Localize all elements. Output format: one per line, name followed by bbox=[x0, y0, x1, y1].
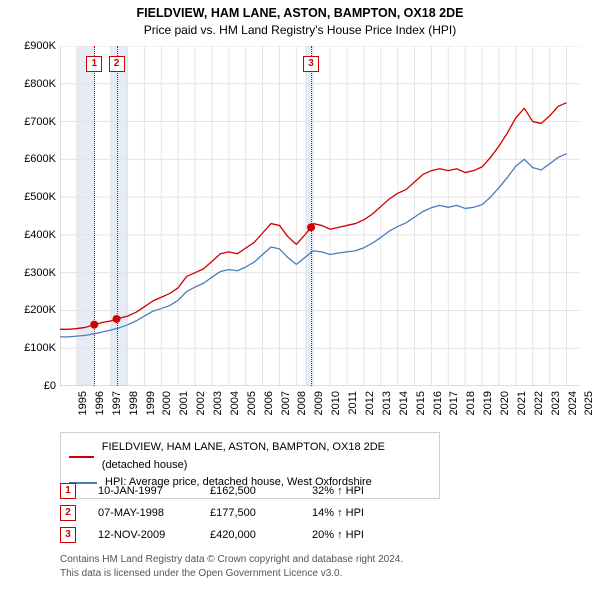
table-row: 2 07-MAY-1998 £177,500 14% ↑ HPI bbox=[60, 502, 402, 524]
marker-pct-2: 14% ↑ HPI bbox=[312, 507, 402, 519]
plot-svg bbox=[60, 46, 580, 386]
marker-badge-3: 3 bbox=[303, 56, 319, 72]
marker-guideline bbox=[94, 46, 95, 386]
marker-price-1: £162,500 bbox=[210, 485, 290, 497]
legend-label-1: FIELDVIEW, HAM LANE, ASTON, BAMPTON, OX1… bbox=[102, 439, 431, 474]
marker-badge-1: 1 bbox=[60, 483, 76, 499]
marker-date-1: 10-JAN-1997 bbox=[98, 485, 188, 497]
x-axis-label: 2010 bbox=[330, 391, 342, 415]
plot-area: 123£0£100K£200K£300K£400K£500K£600K£700K… bbox=[60, 46, 580, 386]
x-axis-label: 2014 bbox=[398, 391, 410, 415]
y-axis-label: £400K bbox=[24, 229, 56, 241]
y-axis-label: £800K bbox=[24, 78, 56, 90]
y-axis-label: £600K bbox=[24, 153, 56, 165]
x-axis-label: 2023 bbox=[550, 391, 562, 415]
x-axis-label: 2024 bbox=[567, 391, 579, 415]
x-axis-label: 2009 bbox=[314, 391, 326, 415]
y-axis-label: £0 bbox=[44, 380, 56, 392]
x-axis-label: 2021 bbox=[516, 391, 528, 415]
x-axis-label: 2018 bbox=[466, 391, 478, 415]
chart-container: FIELDVIEW, HAM LANE, ASTON, BAMPTON, OX1… bbox=[0, 0, 600, 590]
y-axis-label: £500K bbox=[24, 191, 56, 203]
x-axis-label: 2025 bbox=[584, 391, 596, 415]
x-axis-label: 2004 bbox=[229, 391, 241, 415]
marker-date-3: 12-NOV-2009 bbox=[98, 529, 188, 541]
x-axis-label: 2002 bbox=[195, 391, 207, 415]
chart-title-2: Price paid vs. HM Land Registry's House … bbox=[0, 23, 600, 37]
table-row: 1 10-JAN-1997 £162,500 32% ↑ HPI bbox=[60, 480, 402, 502]
legend-row-1: FIELDVIEW, HAM LANE, ASTON, BAMPTON, OX1… bbox=[69, 439, 431, 474]
chart-titles: FIELDVIEW, HAM LANE, ASTON, BAMPTON, OX1… bbox=[0, 0, 600, 37]
marker-guideline bbox=[117, 46, 118, 386]
footer-line-2: This data is licensed under the Open Gov… bbox=[60, 567, 403, 581]
marker-pct-3: 20% ↑ HPI bbox=[312, 529, 402, 541]
x-axis-label: 2013 bbox=[381, 391, 393, 415]
marker-badge-2: 2 bbox=[60, 505, 76, 521]
marker-badge-1: 1 bbox=[86, 56, 102, 72]
chart-title-1: FIELDVIEW, HAM LANE, ASTON, BAMPTON, OX1… bbox=[0, 6, 600, 20]
table-row: 3 12-NOV-2009 £420,000 20% ↑ HPI bbox=[60, 524, 402, 546]
x-axis-label: 1999 bbox=[145, 391, 157, 415]
marker-date-2: 07-MAY-1998 bbox=[98, 507, 188, 519]
marker-table: 1 10-JAN-1997 £162,500 32% ↑ HPI 2 07-MA… bbox=[60, 480, 402, 546]
x-axis-label: 1996 bbox=[94, 391, 106, 415]
marker-badge-2: 2 bbox=[109, 56, 125, 72]
y-axis-label: £200K bbox=[24, 304, 56, 316]
x-axis-label: 2016 bbox=[432, 391, 444, 415]
y-axis-label: £700K bbox=[24, 116, 56, 128]
x-axis-label: 2022 bbox=[533, 391, 545, 415]
marker-price-2: £177,500 bbox=[210, 507, 290, 519]
x-axis-label: 2000 bbox=[162, 391, 174, 415]
marker-price-3: £420,000 bbox=[210, 529, 290, 541]
x-axis-label: 2017 bbox=[449, 391, 461, 415]
x-axis-label: 2007 bbox=[280, 391, 292, 415]
legend-swatch-1 bbox=[69, 456, 94, 458]
footer-line-1: Contains HM Land Registry data © Crown c… bbox=[60, 553, 403, 567]
x-axis-label: 2005 bbox=[246, 391, 258, 415]
x-axis-label: 1995 bbox=[77, 391, 89, 415]
marker-badge-3: 3 bbox=[60, 527, 76, 543]
x-axis-label: 2011 bbox=[347, 391, 359, 415]
x-axis-label: 1998 bbox=[128, 391, 140, 415]
x-axis-label: 2003 bbox=[212, 391, 224, 415]
x-axis-label: 2006 bbox=[263, 391, 275, 415]
footer-text: Contains HM Land Registry data © Crown c… bbox=[60, 553, 403, 580]
y-axis-label: £300K bbox=[24, 267, 56, 279]
x-axis-label: 2015 bbox=[415, 391, 427, 415]
marker-pct-1: 32% ↑ HPI bbox=[312, 485, 402, 497]
y-axis-label: £100K bbox=[24, 342, 56, 354]
marker-guideline bbox=[311, 46, 312, 386]
y-axis-label: £900K bbox=[24, 40, 56, 52]
x-axis-label: 2019 bbox=[482, 391, 494, 415]
x-axis-label: 2008 bbox=[297, 391, 309, 415]
x-axis-label: 2001 bbox=[179, 391, 191, 415]
x-axis-label: 1997 bbox=[111, 391, 123, 415]
x-axis-label: 2020 bbox=[499, 391, 511, 415]
x-axis-label: 2012 bbox=[364, 391, 376, 415]
